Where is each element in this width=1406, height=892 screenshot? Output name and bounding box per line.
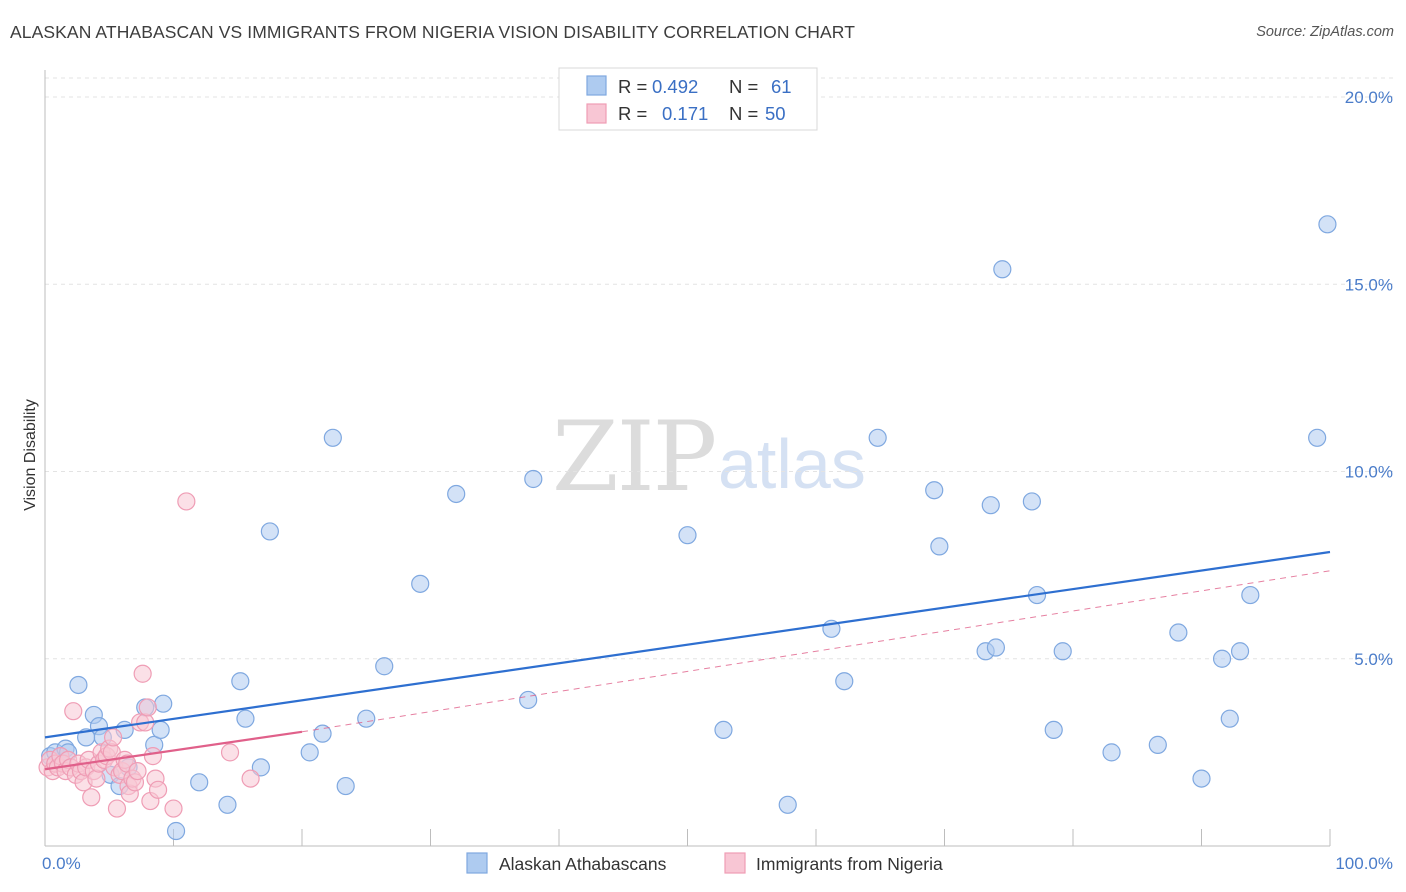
source-label: Source: ZipAtlas.com bbox=[1256, 24, 1394, 40]
legend-r-value-1: 0.492 bbox=[652, 76, 698, 97]
series-0-point bbox=[1212, 649, 1232, 668]
series-legend-swatch-nigeria bbox=[724, 852, 746, 874]
watermark-zip: ZIP bbox=[552, 401, 715, 513]
chart-title: ALASKAN ATHABASCAN VS IMMIGRANTS FROM NI… bbox=[10, 22, 856, 42]
series-legend: Alaskan Athabascans Immigrants from Nige… bbox=[466, 852, 943, 874]
legend-r-value-2: 0.171 bbox=[662, 103, 708, 124]
series-0-point bbox=[519, 690, 538, 710]
series-0-point bbox=[678, 526, 697, 545]
series-0-point bbox=[375, 657, 394, 676]
series-0-point bbox=[778, 795, 797, 814]
series-0-point bbox=[986, 638, 1006, 657]
series-1-point bbox=[64, 702, 83, 721]
series-0-point bbox=[357, 709, 376, 728]
series-legend-label-nigeria: Immigrants from Nigeria bbox=[756, 854, 943, 874]
legend-n-label-2: N = bbox=[729, 103, 758, 124]
trend-line-nigeria-extension bbox=[301, 570, 1331, 733]
series-0-point bbox=[251, 758, 270, 777]
series-0-point bbox=[218, 795, 237, 814]
watermark: ZIP atlas bbox=[552, 401, 866, 513]
series-1-point bbox=[138, 698, 157, 717]
series-legend-label-athabascan: Alaskan Athabascans bbox=[499, 854, 667, 874]
series-0-point bbox=[1192, 769, 1211, 788]
x-tick-label-0: 0.0% bbox=[42, 854, 81, 873]
series-0-point bbox=[190, 773, 209, 792]
legend-r-label-2: R = bbox=[618, 103, 647, 124]
series-1-point bbox=[220, 743, 240, 762]
legend-swatch-nigeria bbox=[586, 103, 607, 124]
y-axis-label: Vision Disability bbox=[22, 399, 39, 511]
series-0-point bbox=[236, 709, 255, 728]
series-0-point bbox=[260, 522, 279, 541]
series-0-point bbox=[323, 428, 342, 447]
series-1-point bbox=[143, 747, 163, 766]
series-0-point bbox=[1102, 743, 1121, 762]
x-tick-label-1: 100.0% bbox=[1335, 854, 1393, 873]
legend-swatch-athabascan bbox=[586, 75, 607, 96]
legend-n-value-2: 50 bbox=[765, 103, 786, 124]
series-0-point bbox=[69, 675, 88, 695]
legend-n-label-1: N = bbox=[729, 76, 758, 97]
series-0-point bbox=[993, 260, 1012, 279]
trend-line-nigeria bbox=[44, 730, 303, 771]
legend-n-value-1: 61 bbox=[771, 76, 792, 97]
series-1-point bbox=[164, 799, 183, 818]
series-1-point bbox=[87, 769, 106, 788]
series-1-points bbox=[38, 492, 260, 818]
series-0-point bbox=[336, 776, 355, 796]
series-layer bbox=[38, 215, 1337, 841]
y-tick-label-2: 15.0% bbox=[1345, 275, 1393, 294]
series-0-point bbox=[1169, 623, 1188, 642]
series-0-point bbox=[411, 574, 430, 593]
y-tick-label-1: 10.0% bbox=[1345, 463, 1393, 482]
series-0-point bbox=[714, 720, 733, 740]
series-0-point bbox=[1220, 709, 1239, 728]
series-0-point bbox=[1044, 720, 1063, 740]
series-0-point bbox=[1241, 585, 1260, 605]
series-0-point bbox=[447, 484, 466, 504]
series-0-point bbox=[151, 720, 170, 740]
series-0-point bbox=[154, 694, 173, 713]
correlation-legend: R = 0.492 N = 61 R = 0.171 N = 50 bbox=[558, 67, 818, 131]
series-0-point bbox=[1053, 642, 1072, 661]
trend-line-athabascan bbox=[44, 550, 1331, 739]
series-0-point bbox=[300, 743, 319, 762]
series-0-point bbox=[981, 496, 1000, 515]
y-tick-label-0: 5.0% bbox=[1354, 650, 1393, 669]
legend-r-label-1: R = bbox=[618, 76, 647, 97]
y-tick-label-3: 20.0% bbox=[1345, 88, 1393, 107]
series-1-point bbox=[82, 788, 101, 807]
series-1-point bbox=[241, 769, 260, 788]
series-0-point bbox=[930, 537, 949, 556]
series-1-point bbox=[104, 728, 123, 747]
series-0-point bbox=[1022, 492, 1041, 511]
series-0-point bbox=[1308, 428, 1327, 447]
series-legend-swatch-athabascan bbox=[466, 852, 488, 874]
tick-labels: 5.0% 10.0% 15.0% 20.0% 0.0% 100.0% bbox=[42, 88, 1393, 873]
series-1-point bbox=[177, 492, 196, 511]
series-0-point bbox=[1148, 735, 1167, 754]
series-1-point bbox=[148, 780, 168, 799]
series-0-point bbox=[1230, 642, 1250, 661]
series-1-point bbox=[133, 664, 152, 683]
series-0-point bbox=[868, 428, 887, 447]
series-0-point bbox=[1318, 215, 1337, 234]
series-1-point bbox=[107, 799, 127, 818]
axes bbox=[44, 70, 1331, 847]
series-0-point bbox=[925, 481, 944, 500]
series-0-point bbox=[835, 672, 854, 691]
series-0-point bbox=[231, 672, 250, 691]
watermark-atlas: atlas bbox=[718, 425, 866, 503]
series-0-point bbox=[524, 469, 543, 489]
series-1-point bbox=[128, 761, 147, 781]
series-0-point bbox=[166, 821, 186, 841]
